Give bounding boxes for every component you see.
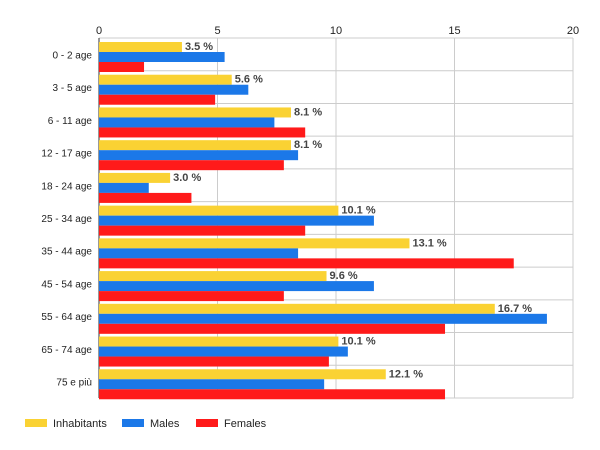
bar-females	[99, 323, 446, 334]
data-label: 5.6 %	[235, 74, 263, 86]
x-axis-ticks: 0 5 10 15 20	[96, 25, 579, 37]
bar-inhabitants	[99, 369, 386, 380]
data-label: 13.1 %	[412, 237, 446, 249]
bar-females	[99, 356, 329, 367]
x-tick-label: 20	[567, 25, 579, 37]
x-tick-label: 5	[214, 25, 220, 37]
bar-males	[99, 117, 275, 128]
bar-inhabitants	[99, 238, 410, 249]
category-label: 3 - 5 age	[53, 83, 93, 94]
bar-females	[99, 160, 284, 171]
legend-swatch-inhabitants	[25, 419, 47, 427]
legend-label-inhabitants: Inhabitants	[53, 418, 107, 430]
bar-males	[99, 346, 348, 357]
bar-females	[99, 258, 514, 269]
bar-females	[99, 389, 446, 400]
bar-males	[99, 281, 374, 292]
bar-inhabitants	[99, 205, 339, 216]
legend-label-females: Females	[224, 418, 267, 430]
category-label: 75 e più	[56, 378, 92, 389]
category-label: 45 - 54 age	[41, 279, 92, 290]
bar-males	[99, 84, 249, 95]
data-label: 8.1 %	[294, 106, 322, 118]
bar-males	[99, 215, 374, 226]
bar-females	[99, 291, 284, 302]
bars	[99, 42, 547, 400]
category-label: 6 - 11 age	[48, 116, 93, 127]
x-tick-label: 0	[96, 25, 102, 37]
data-label: 10.1 %	[341, 336, 375, 348]
bar-females	[99, 127, 306, 138]
bar-inhabitants	[99, 107, 291, 118]
bar-inhabitants	[99, 140, 291, 151]
data-label: 12.1 %	[389, 368, 423, 380]
bar-females	[99, 62, 145, 72]
legend-label-males: Males	[150, 418, 180, 430]
bar-females	[99, 225, 306, 236]
data-label: 9.6 %	[330, 270, 358, 282]
legend-swatch-males	[122, 419, 144, 427]
legend: Inhabitants Males Females	[25, 418, 267, 430]
bar-males	[99, 182, 149, 193]
data-label: 8.1 %	[294, 139, 322, 151]
category-label: 12 - 17 age	[41, 149, 92, 160]
data-label: 16.7 %	[498, 303, 532, 315]
data-label: 3.5 %	[185, 41, 213, 53]
category-labels: 0 - 2 age 3 - 5 age 6 - 11 age 12 - 17 age 1…	[41, 50, 92, 388]
bar-males	[99, 248, 299, 259]
bar-females	[99, 94, 216, 105]
bar-males	[99, 150, 299, 161]
bar-males	[99, 313, 547, 324]
bar-inhabitants	[99, 271, 327, 282]
category-label: 25 - 34 age	[41, 214, 92, 225]
bar-inhabitants	[99, 303, 495, 314]
legend-swatch-females	[196, 419, 218, 427]
data-label: 3.0 %	[173, 172, 201, 184]
data-label: 10.1 %	[341, 205, 375, 217]
bar-inhabitants	[99, 172, 171, 183]
data-labels: 3.5 % 5.6 % 8.1 % 8.1 % 3.0 % 10.1 % 13.1 % 9.6…	[173, 41, 532, 380]
bar-females	[99, 192, 192, 203]
bar-inhabitants	[99, 74, 232, 85]
x-tick-label: 10	[330, 25, 342, 37]
category-label: 18 - 24 age	[41, 181, 92, 192]
bar-males	[99, 52, 225, 62]
category-label: 55 - 64 age	[41, 312, 92, 323]
category-label: 0 - 2 age	[53, 50, 93, 61]
category-label: 35 - 44 age	[41, 247, 92, 258]
bar-inhabitants	[99, 42, 182, 52]
category-label: 65 - 74 age	[41, 345, 92, 356]
bar-males	[99, 379, 325, 390]
bar-inhabitants	[99, 336, 339, 347]
x-tick-label: 15	[448, 25, 460, 37]
